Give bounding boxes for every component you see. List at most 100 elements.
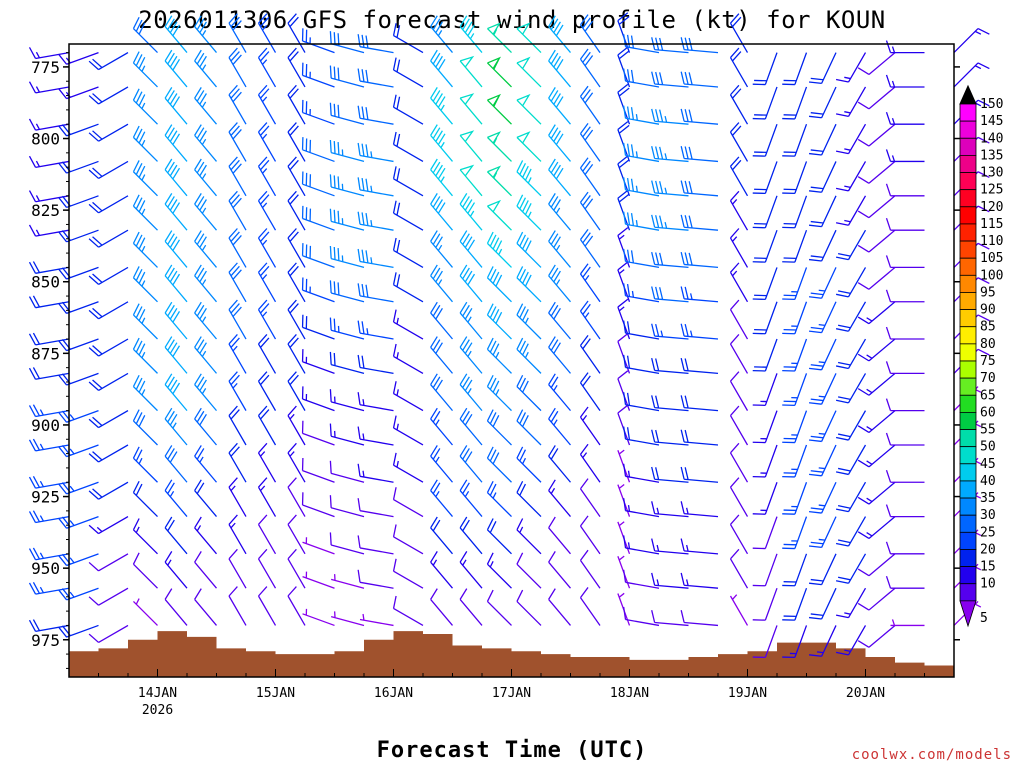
wind-barb — [132, 194, 158, 231]
wind-barb — [164, 87, 188, 125]
wind-barb — [680, 538, 719, 555]
wind-barb — [28, 118, 70, 131]
colorbar-swatch — [959, 549, 977, 568]
wind-barb — [729, 122, 749, 162]
wind-barb — [459, 301, 483, 340]
barb-shaft — [287, 84, 306, 125]
barb-shaft — [623, 426, 660, 446]
barb-shaft — [516, 131, 542, 162]
barb-shaft — [257, 262, 277, 303]
wind-barb — [516, 589, 542, 626]
barb-shaft — [516, 480, 542, 518]
wind-barb — [835, 410, 867, 441]
wind-barb — [623, 354, 660, 375]
barb-shaft — [287, 299, 306, 340]
barb-shaft — [329, 423, 365, 446]
barb-shaft — [301, 492, 335, 518]
wind-barb — [459, 373, 483, 412]
wind-barb — [516, 266, 542, 303]
wind-barb — [28, 47, 70, 60]
wind-barb — [486, 446, 512, 483]
barb-shaft — [579, 478, 601, 517]
wind-barb — [430, 407, 453, 446]
terrain-fill — [69, 631, 954, 677]
colorbar-label: 55 — [980, 423, 996, 438]
wind-barb — [28, 547, 70, 561]
wind-barb — [808, 123, 837, 156]
barb-shaft — [459, 15, 483, 54]
colorbar-label: 75 — [980, 354, 996, 369]
wind-barb — [194, 124, 217, 162]
barb-shaft — [132, 194, 158, 231]
barb-shaft — [885, 361, 925, 375]
barb-shaft — [953, 27, 990, 54]
barb-shaft — [651, 37, 689, 54]
colorbar-swatch — [959, 172, 977, 191]
barb-shaft — [194, 588, 217, 626]
barb-shaft — [752, 86, 778, 120]
wind-barb — [132, 374, 158, 412]
barb-shaft — [548, 124, 571, 162]
wind-barb — [782, 229, 808, 263]
wind-barb — [329, 317, 365, 340]
wind-barb — [651, 251, 689, 269]
wind-barb — [680, 610, 719, 627]
wind-barb — [194, 193, 217, 231]
wind-barb — [132, 552, 158, 589]
wind-barb — [579, 157, 601, 197]
barb-shaft — [680, 71, 719, 88]
wind-barb — [835, 267, 867, 298]
wind-barb — [782, 516, 808, 550]
barb-shaft — [516, 337, 542, 374]
wind-barb — [28, 224, 70, 237]
colorbar-top-arrow — [959, 84, 977, 105]
wind-barb — [132, 480, 158, 518]
wind-barb — [430, 230, 453, 268]
barb-shaft — [835, 267, 867, 298]
wind-barb — [194, 301, 217, 340]
barb-shaft — [486, 409, 512, 446]
colorbar-label: 20 — [980, 542, 996, 557]
wind-barb — [228, 13, 247, 53]
colorbar-swatch — [959, 497, 977, 516]
barb-shaft — [28, 547, 70, 561]
wind-barb — [132, 266, 158, 303]
wind-barb — [329, 102, 365, 125]
wind-barb — [28, 261, 70, 274]
wind-barb — [257, 190, 277, 231]
colorbar-swatch — [959, 292, 977, 311]
wind-barb — [88, 229, 129, 248]
wind-barb — [194, 479, 217, 518]
wind-barb — [164, 588, 188, 626]
wind-barb — [301, 277, 335, 303]
wind-barb — [782, 301, 808, 335]
wind-barb — [302, 537, 335, 555]
barb-shaft — [194, 193, 217, 231]
colorbar-swatch — [959, 429, 977, 448]
barb-shaft — [287, 122, 306, 162]
barb-shaft — [885, 432, 925, 446]
wind-barb — [885, 326, 925, 340]
wind-barb — [548, 373, 571, 412]
wind-barb — [301, 137, 335, 163]
barb-shaft — [329, 280, 365, 303]
barb-shaft — [228, 548, 247, 589]
barb-shaft — [392, 200, 424, 231]
barb-shaft — [680, 214, 719, 231]
barb-shaft — [680, 146, 719, 163]
wind-barb — [752, 52, 778, 86]
barb-shaft — [548, 336, 571, 374]
barb-shaft — [680, 357, 719, 375]
barb-shaft — [301, 314, 335, 340]
colorbar-swatch — [959, 240, 977, 259]
wind-barb — [857, 410, 896, 434]
barb-shaft — [459, 588, 483, 626]
barb-shaft — [329, 174, 365, 197]
barb-shaft — [28, 81, 70, 94]
wind-barb — [752, 482, 778, 515]
wind-barb — [486, 165, 512, 197]
wind-barb — [459, 336, 483, 374]
barb-shaft — [301, 28, 335, 54]
barb-shaft — [782, 123, 808, 157]
barb-shaft — [486, 480, 512, 518]
